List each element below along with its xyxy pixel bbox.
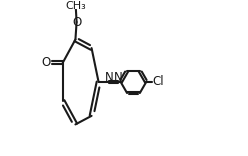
Text: N: N bbox=[105, 71, 114, 84]
Text: CH₃: CH₃ bbox=[65, 1, 86, 11]
Text: O: O bbox=[42, 56, 51, 69]
Text: Cl: Cl bbox=[152, 76, 164, 88]
Text: N: N bbox=[114, 71, 123, 84]
Text: O: O bbox=[73, 16, 82, 29]
